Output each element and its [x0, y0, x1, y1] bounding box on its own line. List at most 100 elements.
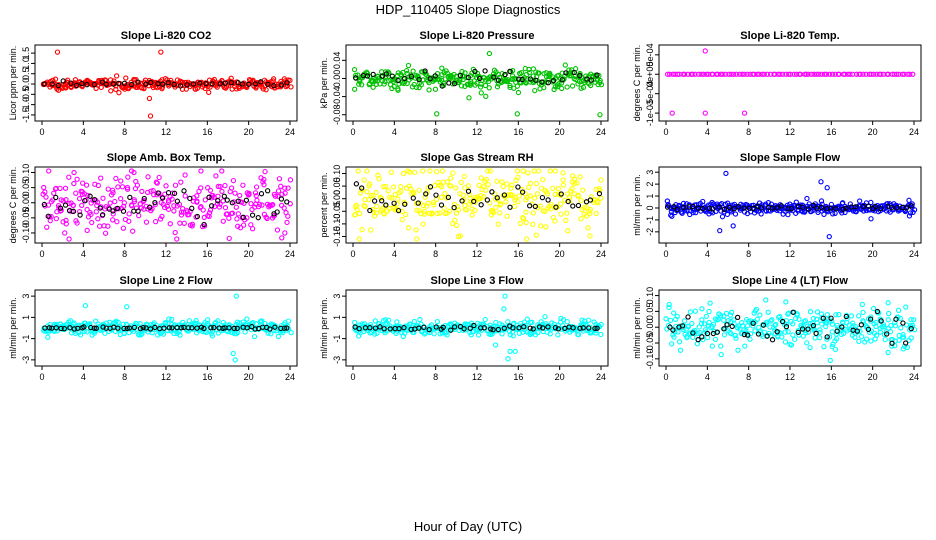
- slope-point: [250, 77, 256, 83]
- slope-point: [754, 316, 760, 322]
- slope-point: [444, 179, 450, 185]
- slope-point: [574, 180, 580, 186]
- slope-point: [439, 168, 446, 174]
- hourly-point: [103, 81, 109, 87]
- slope-point: [518, 69, 525, 76]
- slope-point: [856, 198, 863, 204]
- hourly-point: [60, 78, 66, 84]
- hourly-point: [843, 313, 850, 320]
- panel-title: Slope Line 3 Flow: [431, 275, 524, 287]
- slope-point: [707, 300, 713, 306]
- slope-point: [508, 185, 514, 191]
- slope-point: [803, 71, 809, 77]
- slope-point: [45, 334, 51, 340]
- hourly-point: [408, 73, 415, 79]
- slope-point: [233, 204, 239, 210]
- y-tick-label: -0.05: [21, 208, 31, 229]
- slope-point: [372, 318, 379, 324]
- x-tick-label: 0: [663, 127, 668, 137]
- slope-point: [703, 71, 710, 77]
- slope-point: [460, 192, 466, 198]
- slope-point: [79, 191, 85, 197]
- hourly-point: [760, 322, 767, 328]
- panel-3: Slope Li-820 Temp. 0 4 8 12 16 20 24 -1e-03-5e-0…: [632, 30, 922, 137]
- slope-point: [785, 329, 791, 335]
- hourly-point: [82, 198, 88, 204]
- slope-point: [166, 316, 172, 322]
- hourly-point: [769, 337, 776, 343]
- slope-point: [395, 196, 401, 202]
- slope-point: [434, 318, 441, 325]
- slope-point: [578, 85, 584, 91]
- point-layer: [664, 170, 918, 240]
- slope-point: [88, 211, 94, 218]
- hourly-point: [555, 326, 562, 332]
- hourly-point: [160, 195, 166, 201]
- slope-point: [362, 203, 368, 210]
- slope-point: [593, 210, 599, 217]
- hourly-point: [93, 325, 99, 331]
- slope-point: [466, 95, 472, 101]
- hourly-point: [571, 69, 577, 76]
- slope-point: [829, 321, 836, 327]
- hourly-point: [184, 82, 190, 88]
- slope-point: [821, 71, 828, 77]
- slope-point: [892, 323, 899, 329]
- slope-point: [398, 184, 404, 190]
- point-layer: [41, 293, 294, 363]
- hourly-point: [484, 197, 490, 203]
- hourly-point: [481, 325, 487, 331]
- hourly-point: [197, 80, 203, 86]
- panel-title: Slope Li-820 CO2: [121, 30, 211, 42]
- x-tick-label: 8: [122, 249, 127, 259]
- slope-point: [265, 330, 271, 336]
- hourly-point: [171, 81, 177, 88]
- slope-point: [84, 227, 90, 234]
- slope-point: [558, 85, 565, 92]
- hourly-point: [264, 188, 271, 194]
- slope-point: [431, 202, 437, 208]
- slope-point: [288, 84, 294, 90]
- hourly-point: [255, 215, 261, 221]
- slope-point: [910, 71, 916, 77]
- slope-point: [690, 71, 696, 77]
- hourly-point: [190, 81, 196, 87]
- hourly-point: [77, 212, 83, 218]
- slope-point: [254, 197, 260, 204]
- slope-point: [172, 182, 179, 188]
- hourly-point: [217, 81, 223, 87]
- slope-point: [215, 318, 221, 324]
- slope-point: [664, 71, 671, 77]
- slope-point: [141, 197, 147, 204]
- slope-point: [483, 187, 489, 193]
- y-tick-label: 1: [332, 315, 342, 320]
- slope-point: [685, 324, 692, 330]
- slope-point: [826, 71, 833, 77]
- x-tick-label: 8: [122, 372, 127, 382]
- slope-point: [732, 211, 739, 217]
- hourly-point: [764, 333, 770, 339]
- slope-point: [510, 67, 516, 74]
- hourly-point: [231, 325, 237, 332]
- slope-point: [666, 304, 672, 311]
- slope-point: [842, 71, 848, 77]
- slope-point: [160, 331, 167, 337]
- hourly-point: [120, 208, 127, 214]
- slope-point: [193, 317, 199, 324]
- slope-point: [465, 183, 472, 189]
- slope-point: [194, 198, 200, 204]
- slope-point: [663, 316, 669, 322]
- hourly-point: [165, 190, 172, 196]
- slope-point: [394, 201, 400, 207]
- slope-point: [279, 235, 285, 241]
- slope-point: [427, 168, 433, 174]
- hourly-point: [810, 202, 817, 208]
- outlier-point: [233, 293, 239, 299]
- slope-point: [795, 206, 801, 213]
- slope-point: [481, 194, 487, 200]
- y-tick-label: 0.10: [332, 165, 342, 183]
- outlier-point: [82, 303, 89, 309]
- slope-point: [410, 68, 416, 74]
- slope-point: [535, 168, 542, 174]
- slope-point: [172, 229, 178, 236]
